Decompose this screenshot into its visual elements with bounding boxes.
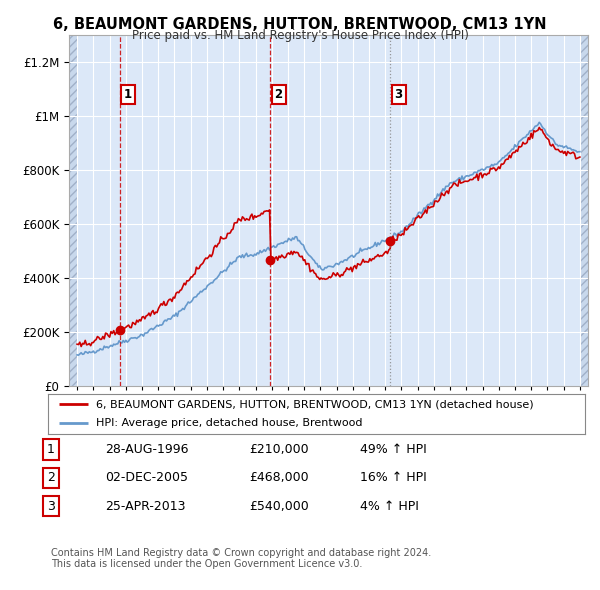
Text: £540,000: £540,000: [249, 500, 309, 513]
Text: 6, BEAUMONT GARDENS, HUTTON, BRENTWOOD, CM13 1YN: 6, BEAUMONT GARDENS, HUTTON, BRENTWOOD, …: [53, 17, 547, 31]
Text: 2: 2: [47, 471, 55, 484]
Text: 2: 2: [274, 88, 283, 101]
Text: 49% ↑ HPI: 49% ↑ HPI: [360, 443, 427, 456]
Text: 25-APR-2013: 25-APR-2013: [105, 500, 185, 513]
Text: 16% ↑ HPI: 16% ↑ HPI: [360, 471, 427, 484]
Text: Contains HM Land Registry data © Crown copyright and database right 2024.
This d: Contains HM Land Registry data © Crown c…: [51, 548, 431, 569]
Text: 02-DEC-2005: 02-DEC-2005: [105, 471, 188, 484]
Text: 4% ↑ HPI: 4% ↑ HPI: [360, 500, 419, 513]
Text: £210,000: £210,000: [249, 443, 308, 456]
Text: HPI: Average price, detached house, Brentwood: HPI: Average price, detached house, Bren…: [97, 418, 363, 428]
Text: 3: 3: [395, 88, 403, 101]
Bar: [580, 35, 588, 386]
Bar: [69, 35, 77, 386]
Text: £468,000: £468,000: [249, 471, 308, 484]
Text: 1: 1: [124, 88, 132, 101]
Text: 28-AUG-1996: 28-AUG-1996: [105, 443, 188, 456]
Text: 6, BEAUMONT GARDENS, HUTTON, BRENTWOOD, CM13 1YN (detached house): 6, BEAUMONT GARDENS, HUTTON, BRENTWOOD, …: [97, 399, 534, 409]
Text: 3: 3: [47, 500, 55, 513]
Text: Price paid vs. HM Land Registry's House Price Index (HPI): Price paid vs. HM Land Registry's House …: [131, 29, 469, 42]
Text: 1: 1: [47, 443, 55, 456]
